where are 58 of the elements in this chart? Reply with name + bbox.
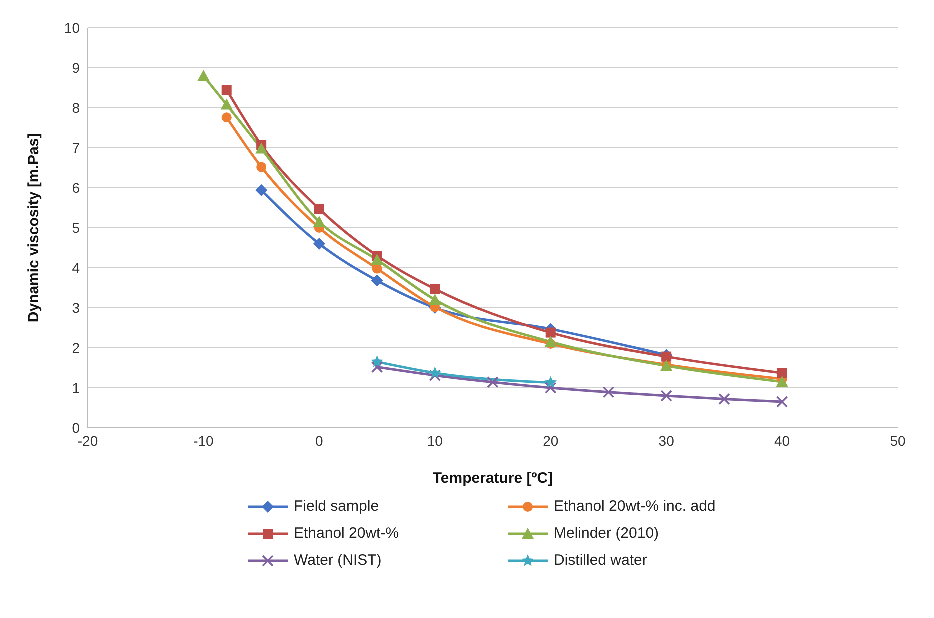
point (487, 376, 499, 388)
y-tick-label: 8 (72, 100, 80, 116)
x-tick-label: 30 (658, 432, 675, 449)
x-tick-label: -10 (194, 432, 214, 449)
point (371, 274, 384, 287)
point (718, 393, 730, 406)
point (314, 204, 324, 214)
point (256, 142, 268, 154)
legend-label: Water (NIST) (294, 552, 382, 569)
legend-label: Distilled water (554, 552, 648, 569)
y-tick-label: 9 (72, 60, 80, 76)
point (222, 85, 232, 95)
point (776, 376, 788, 387)
point (313, 238, 326, 250)
y-tick-label: 10 (64, 20, 80, 36)
point (371, 361, 384, 374)
point (544, 376, 558, 388)
point (546, 328, 556, 338)
point (430, 284, 440, 294)
point (220, 98, 233, 110)
legend-label: Ethanol 20wt-% (294, 525, 400, 542)
x-tick-label: -20 (78, 432, 98, 449)
y-tick-label: 1 (72, 380, 80, 396)
y-tick-label: 2 (72, 340, 80, 356)
point (662, 352, 672, 362)
point (776, 396, 788, 408)
y-tick-label: 0 (72, 420, 80, 436)
point (256, 184, 268, 196)
x-tick-label: 50 (890, 432, 906, 449)
point (371, 356, 384, 368)
point (371, 254, 384, 265)
y-tick-label: 6 (72, 180, 80, 196)
point (313, 216, 326, 227)
point (544, 336, 557, 347)
point (429, 370, 442, 382)
y-tick-label: 4 (72, 260, 80, 276)
point (428, 366, 442, 378)
point (198, 70, 210, 81)
point (429, 294, 442, 305)
point (544, 382, 557, 394)
point (602, 386, 615, 398)
x-tick-label: 20 (543, 432, 559, 449)
y-tick-label: 5 (72, 220, 80, 236)
legend-label: Melinder (2010) (554, 525, 660, 542)
point (660, 390, 672, 402)
point (256, 162, 267, 172)
legend-label: Field sample (294, 498, 380, 515)
x-tick-label: 10 (427, 432, 444, 449)
legend-label: Ethanol 20wt-% inc. add (554, 498, 716, 515)
point (777, 368, 788, 378)
x-tick-label: 40 (774, 432, 790, 449)
point (222, 112, 232, 123)
point (372, 264, 382, 274)
x-tick-label: 0 (316, 432, 324, 449)
x-axis-title: Temperature [ºC] (432, 470, 554, 487)
y-tick-label: 3 (72, 300, 80, 316)
y-tick-label: 7 (72, 140, 80, 156)
y-axis-title: Dynamic viscosity [m.Pas] (25, 133, 42, 323)
